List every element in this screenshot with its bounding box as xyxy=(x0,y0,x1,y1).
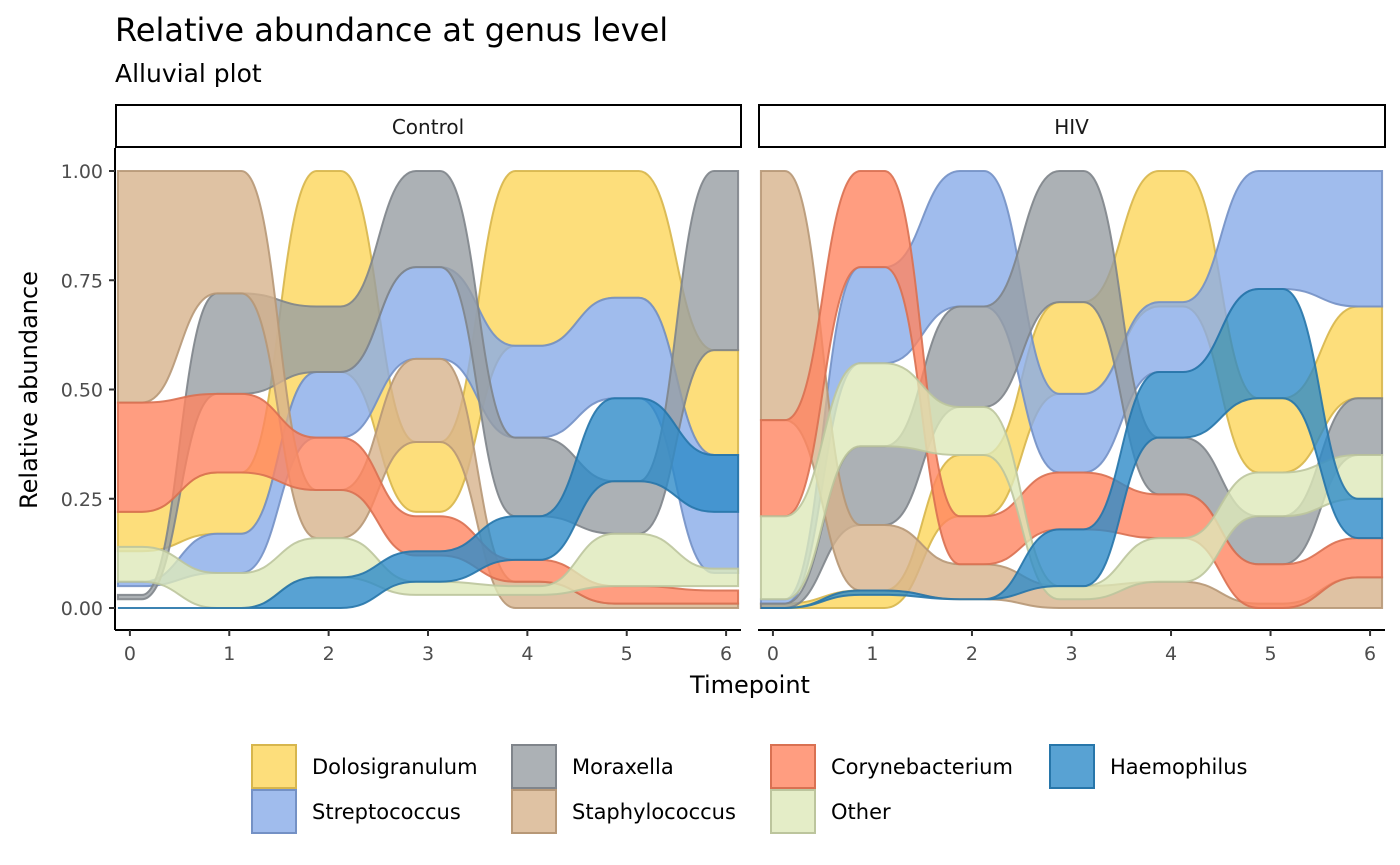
x-tick-label: 2 xyxy=(323,643,335,665)
legend-swatch xyxy=(511,789,557,834)
band-haemophilus xyxy=(760,287,1384,609)
legend-item-corynebacterium: Corynebacterium xyxy=(770,744,1013,789)
x-tick-label: 4 xyxy=(521,643,533,665)
legend-label: Staphylococcus xyxy=(572,800,736,824)
x-tick-label: 1 xyxy=(223,643,235,665)
legend-label: Dolosigranulum xyxy=(312,755,478,779)
x-tick-label: 0 xyxy=(124,643,136,665)
legend-swatch xyxy=(511,744,557,789)
x-tick-label: 2 xyxy=(966,643,978,665)
legend-label: Moraxella xyxy=(572,755,674,779)
legend-item-staphylococcus: Staphylococcus xyxy=(511,789,736,834)
legend: Dolosigranulum Streptococcus Moraxella Stap… xyxy=(251,744,1247,834)
legend-label: Streptococcus xyxy=(312,800,461,824)
y-tick-label: 1.00 xyxy=(61,161,103,183)
x-tick-label: 3 xyxy=(1065,643,1077,665)
panels: Control 0.00 0.25 0.50 0.75 1.00 0 1 2 3 4 5 6 HIV 0 1 2… xyxy=(61,104,1386,665)
legend-item-dolosigranulum: Dolosigranulum xyxy=(251,744,478,789)
band-corynebacterium xyxy=(116,392,740,605)
legend-swatch xyxy=(770,789,816,834)
chart-subtitle: Alluvial plot xyxy=(115,59,262,88)
chart-title: Relative abundance at genus level xyxy=(115,11,668,49)
x-axis-label: Timepoint xyxy=(689,671,810,699)
facet-strip xyxy=(115,104,742,148)
legend-label: Corynebacterium xyxy=(831,755,1013,779)
y-tick-label: 0.00 xyxy=(61,598,103,620)
x-tick-label: 1 xyxy=(866,643,878,665)
x-tick-label: 4 xyxy=(1165,643,1177,665)
facet-strip xyxy=(758,104,1386,148)
band-haemophilus xyxy=(117,397,740,610)
x-tick-label: 0 xyxy=(767,643,779,665)
legend-swatch xyxy=(251,789,297,834)
y-tick-label: 0.50 xyxy=(61,380,103,402)
legend-item-haemophilus: Haemophilus xyxy=(1049,744,1247,789)
x-tick-label: 5 xyxy=(1265,643,1277,665)
legend-label: Other xyxy=(831,800,891,824)
band-other xyxy=(759,362,1384,601)
panel-hiv: HIV 0 1 2 3 4 5 6 xyxy=(758,104,1386,665)
y-tick-label: 0.75 xyxy=(61,270,103,292)
facet-strip-label: HIV xyxy=(1054,115,1089,139)
y-axis-label: Relative abundance xyxy=(15,271,43,509)
legend-swatch xyxy=(1049,744,1095,789)
x-tick-label: 5 xyxy=(621,643,633,665)
legend-item-other: Other xyxy=(770,789,891,834)
legend-swatch xyxy=(770,744,816,789)
x-tick-label: 3 xyxy=(422,643,434,665)
legend-item-streptococcus: Streptococcus xyxy=(251,789,461,834)
legend-swatch xyxy=(251,744,297,789)
legend-label: Haemophilus xyxy=(1110,755,1247,779)
facet-strip-label: Control xyxy=(392,115,464,139)
x-tick-label: 6 xyxy=(1364,643,1376,665)
y-tick-label: 0.25 xyxy=(61,489,103,511)
legend-item-moraxella: Moraxella xyxy=(511,744,674,789)
panel-control: Control 0.00 0.25 0.50 0.75 1.00 0 1 2 3 4 5 6 xyxy=(61,104,742,665)
x-tick-label: 6 xyxy=(720,643,732,665)
